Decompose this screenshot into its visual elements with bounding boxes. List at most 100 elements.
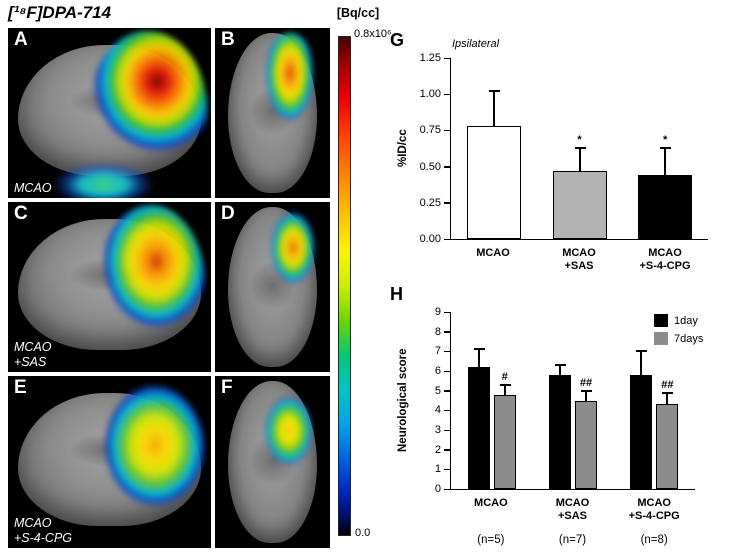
chart-plot-area: %ID/cc 0.00 0.25 0.50 0.75 1.00 1.25 * *	[397, 52, 708, 245]
error-bar	[503, 384, 506, 395]
error-bar-cap	[473, 348, 485, 351]
y-tick-mark	[444, 129, 451, 132]
y-tick-label: 2	[434, 443, 441, 456]
chart-plot-area: Neurological score 0 1 2 3 4 5 6 7 8 9 # ## ##	[397, 306, 695, 495]
colorbar-title: [Bq/cc]	[336, 6, 380, 20]
bar	[466, 126, 521, 239]
y-tick-mark	[444, 429, 451, 432]
chart-h-neuro-score: H Neurological score 0 1 2 3 4 5 6 7 8 9 # ## ## MCA…	[388, 282, 733, 550]
bar	[552, 170, 607, 239]
y-tick-label: 5	[434, 384, 441, 397]
y-tick-mark	[444, 57, 451, 59]
condition-label: MCAO +S-4-CPG	[14, 516, 73, 545]
y-tick-label: 0.75	[419, 124, 441, 137]
panel-letter: B	[221, 29, 235, 50]
x-category-label: MCAO +S-4-CPG	[639, 247, 691, 273]
y-tick-label: 7	[434, 345, 441, 358]
pet-uptake-hotspot	[261, 33, 319, 139]
group-n-label: (n=7)	[558, 534, 587, 546]
y-tick-label: 9	[434, 306, 441, 318]
y-tick-mark	[444, 488, 451, 490]
y-tick-label: 0.00	[419, 233, 441, 245]
legend-label: 7days	[674, 332, 704, 345]
error-bar	[664, 147, 667, 176]
x-category-label: MCAO +S-4-CPG	[628, 497, 680, 523]
condition-label: MCAO	[14, 180, 52, 195]
y-tick-mark	[444, 350, 451, 353]
y-tick-mark	[444, 311, 451, 313]
pet-uptake-hotspot	[97, 205, 205, 366]
bar	[638, 175, 693, 239]
pet-panel-e: E MCAO +S-4-CPG	[8, 376, 211, 548]
legend-item: 1day	[654, 314, 703, 327]
y-tick-mark	[444, 390, 451, 392]
legend-swatch	[654, 314, 668, 327]
error-bar	[585, 390, 587, 401]
panel-letter: F	[221, 377, 233, 398]
error-bar-cap	[581, 389, 592, 392]
pet-panel-a: A MCAO	[8, 28, 211, 198]
pet-uptake-hotspot	[89, 31, 207, 188]
colorbar-gradient	[338, 36, 351, 536]
x-category-label: MCAO	[476, 247, 510, 259]
significance-marker: *	[663, 133, 668, 146]
x-axis-labels: MCAO (n=5) MCAO +SAS (n=7) MCAO +S-4-CPG (n=8…	[450, 494, 695, 550]
pet-panel-b: B	[215, 28, 330, 198]
y-tick-mark	[444, 166, 451, 168]
panel-letter: D	[221, 203, 235, 224]
y-tick-label: 1.00	[419, 88, 441, 101]
colorbar-min-label: 0.0	[355, 527, 371, 539]
chart-legend: 1day 7days	[654, 314, 703, 350]
error-bar	[666, 392, 669, 405]
error-bar	[477, 349, 480, 368]
y-tick-label: 0.50	[419, 160, 441, 173]
pet-uptake-hotspot	[99, 382, 207, 538]
error-bar-cap	[555, 364, 566, 367]
significance-marker: #	[501, 370, 508, 383]
x-category-label: MCAO +SAS	[555, 497, 590, 523]
error-bar	[492, 91, 495, 127]
legend-label: 1day	[674, 314, 698, 327]
error-bar-cap	[574, 146, 586, 149]
y-tick-label: 0.25	[419, 196, 441, 209]
chart-title: Ipsilateral	[452, 38, 500, 50]
y-tick-mark	[444, 409, 451, 412]
error-bar-cap	[662, 391, 674, 394]
error-bar	[640, 351, 643, 375]
bar	[467, 367, 490, 489]
y-tick-label: 4	[434, 404, 441, 417]
y-tick-label: 1	[434, 463, 441, 476]
y-tick-mark	[444, 331, 451, 333]
error-bar-cap	[499, 383, 511, 386]
y-tick-mark	[444, 468, 451, 471]
y-tick-label: 1.25	[419, 52, 441, 64]
panel-letter: C	[14, 203, 28, 224]
panel-letter: E	[14, 377, 27, 398]
condition-label: MCAO +SAS	[14, 340, 52, 369]
error-bar	[578, 147, 581, 171]
bar	[549, 374, 571, 489]
error-bar-cap	[636, 350, 648, 353]
pet-uptake-blob	[52, 162, 155, 198]
error-bar	[559, 365, 561, 375]
significance-marker: ##	[579, 376, 593, 389]
chart-panel-letter: G	[390, 30, 405, 50]
bar	[656, 404, 679, 489]
group-n-label: (n=5)	[477, 534, 505, 546]
colorbar-max-label: 0.8x10⁶	[354, 28, 392, 40]
legend-item: 7days	[654, 332, 703, 345]
significance-marker: ##	[661, 378, 674, 391]
x-category-label: MCAO	[474, 497, 508, 509]
pet-uptake-hotspot	[267, 210, 319, 293]
x-category-label: MCAO +SAS	[562, 247, 596, 273]
pet-panel-f: F	[215, 376, 330, 548]
y-tick-label: 3	[434, 424, 441, 437]
chart-g-uptake: G Ipsilateral %ID/cc 0.00 0.25 0.50 0.75 1.0…	[388, 28, 728, 280]
y-tick-mark	[444, 93, 451, 96]
error-bar-cap	[660, 146, 672, 149]
y-tick-mark	[444, 449, 451, 451]
y-tick-mark	[444, 202, 451, 204]
pet-uptake-hotspot	[263, 393, 318, 476]
x-axis-labels: MCAO MCAO +SAS MCAO +S-4-CPG	[450, 244, 708, 280]
y-tick-label: 6	[434, 365, 441, 378]
